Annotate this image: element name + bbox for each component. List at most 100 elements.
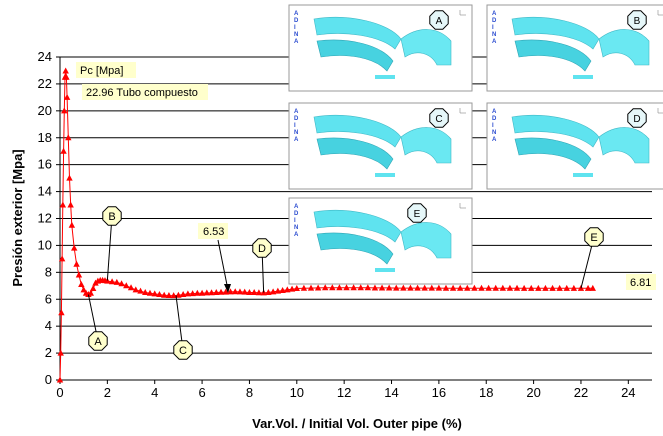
x-tick-label: 0 — [56, 385, 63, 400]
annotation-681-label: 6.81 — [630, 277, 651, 289]
callout-a: A — [89, 332, 107, 350]
data-point — [90, 285, 96, 291]
y-axis-label: Presión exterior [Mpa] — [10, 149, 25, 286]
y-tick-label: 0 — [45, 372, 52, 387]
inset-a-logo-letter: N — [294, 32, 298, 38]
inset-a-label: A — [436, 16, 443, 27]
annotation-pc-box: Pc [Mpa] — [76, 62, 136, 78]
inset-images: ADINAAADINABADINACADINADADINAE — [289, 5, 663, 284]
x-tick-label: 24 — [621, 385, 635, 400]
inset-b-pipe-end — [573, 75, 593, 79]
x-tick-label: 14 — [384, 385, 398, 400]
data-point — [407, 285, 413, 291]
inset-c-logo-letter: D — [294, 116, 299, 122]
callout-c-label: C — [179, 345, 187, 357]
callout-e-label: E — [590, 232, 597, 244]
data-point — [67, 202, 73, 208]
y-tick-label: 4 — [45, 318, 52, 333]
callout-b-label: B — [108, 211, 115, 223]
inset-c: ADINAC — [289, 103, 472, 189]
inset-d-logo-letter: N — [492, 130, 496, 136]
y-tick-label: 18 — [38, 130, 52, 145]
data-point — [62, 67, 68, 73]
data-point — [429, 285, 435, 291]
inset-e-pipe-end — [375, 268, 395, 272]
inset-e-logo-letter: A — [294, 204, 299, 210]
callout-d: D — [253, 239, 271, 257]
y-tick-label: 6 — [45, 291, 52, 306]
inset-d-logo-letter: A — [492, 137, 497, 143]
annotation-653-label: 6.53 — [203, 226, 224, 238]
inset-d-label: D — [633, 114, 640, 125]
data-point — [60, 202, 66, 208]
inset-b-logo-letter: A — [492, 11, 497, 17]
inset-a: ADINAA — [289, 5, 472, 91]
inset-b-label: B — [634, 16, 641, 27]
data-point — [436, 285, 442, 291]
inset-e-label: E — [414, 209, 421, 220]
data-point — [421, 285, 427, 291]
inset-e-logo-letter: A — [294, 232, 299, 238]
data-point — [78, 281, 84, 287]
x-tick-label: 10 — [290, 385, 304, 400]
inset-c-logo-letter: A — [294, 137, 299, 143]
inset-d-logo-letter: D — [492, 116, 497, 122]
data-point — [60, 148, 66, 154]
inset-e-logo-letter: N — [294, 225, 298, 231]
inset-c-label: C — [435, 114, 442, 125]
y-tick-label: 20 — [38, 103, 52, 118]
inset-c-logo-letter: N — [294, 130, 298, 136]
inset-a-pipe-end — [375, 75, 395, 79]
callout-d-label: D — [258, 243, 266, 255]
x-tick-label: 8 — [246, 385, 253, 400]
x-tick-label: 4 — [151, 385, 158, 400]
inset-a-logo-letter: D — [294, 18, 299, 24]
inset-a-logo-letter: A — [294, 11, 299, 17]
x-tick-labels: 0 2 4 6 8 10 12 14 16 18 20 22 24 — [56, 385, 635, 400]
inset-e-logo-letter: D — [294, 211, 299, 217]
annotation-peak-box: 22.96 Tubo compuesto — [82, 84, 208, 100]
inset-b-logo-letter: A — [492, 39, 497, 45]
x-tick-label: 20 — [526, 385, 540, 400]
y-tick-label: 8 — [45, 264, 52, 279]
inset-b: ADINAB — [487, 5, 663, 91]
inset-b-logo-letter: N — [492, 32, 496, 38]
data-point — [73, 261, 79, 267]
callout-c: C — [174, 341, 192, 359]
inset-c-pipe-end — [375, 173, 395, 177]
inset-c-logo-letter: A — [294, 109, 299, 115]
inset-d-logo-letter: A — [492, 109, 497, 115]
data-point — [400, 285, 406, 291]
data-point — [66, 175, 72, 181]
data-point — [414, 285, 420, 291]
annotation-653-arrow — [218, 240, 228, 290]
annotation-peak-label: 22.96 Tubo compuesto — [86, 87, 198, 99]
x-tick-label: 22 — [574, 385, 588, 400]
y-tick-label: 12 — [38, 211, 52, 226]
data-point — [69, 222, 75, 228]
x-axis-label: Var.Vol. / Initial Vol. Outer pipe (%) — [252, 416, 462, 431]
annotation-681-box: 6.81 — [626, 274, 656, 290]
x-tick-label: 6 — [198, 385, 205, 400]
x-tick-label: 2 — [104, 385, 111, 400]
y-tick-label: 14 — [38, 184, 52, 199]
x-tick-label: 16 — [432, 385, 446, 400]
callout-e: E — [585, 228, 603, 246]
inset-a-logo-letter: A — [294, 39, 299, 45]
callout-a-label: A — [94, 336, 102, 348]
y-tick-label: 2 — [45, 345, 52, 360]
y-tick-label: 24 — [38, 49, 52, 64]
inset-b-logo-letter: D — [492, 18, 497, 24]
y-tick-label: 10 — [38, 237, 52, 252]
data-point — [58, 309, 64, 315]
inset-d-pipe-end — [573, 173, 593, 177]
y-tick-label: 16 — [38, 157, 52, 172]
annotation-pc-label: Pc [Mpa] — [80, 65, 123, 77]
y-tick-label: 22 — [38, 76, 52, 91]
callout-b: B — [103, 207, 121, 225]
annotation-653-box: 6.53 — [198, 223, 228, 239]
inset-d: ADINAD — [487, 103, 663, 189]
